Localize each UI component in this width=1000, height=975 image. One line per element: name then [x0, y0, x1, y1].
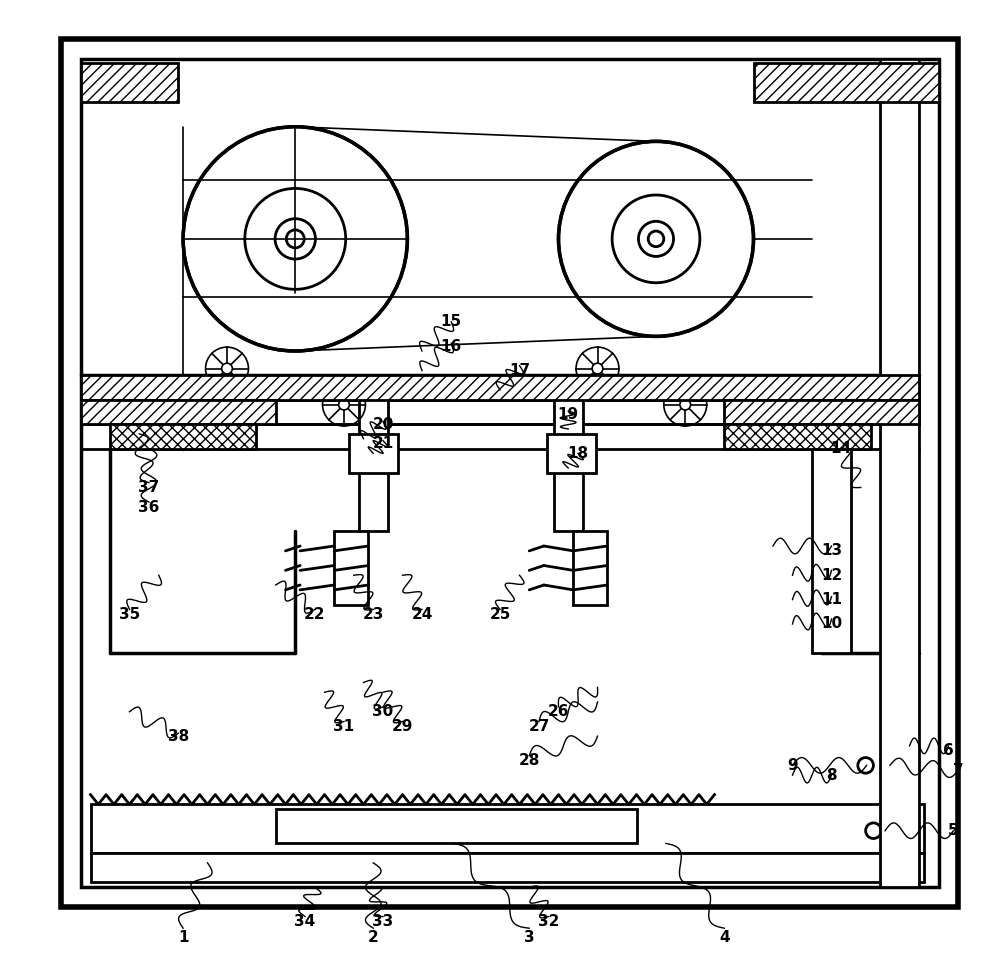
- Text: 19: 19: [558, 407, 579, 422]
- Bar: [547, 434, 596, 473]
- Text: 13: 13: [821, 543, 842, 559]
- Circle shape: [638, 221, 674, 256]
- Bar: [812, 448, 851, 653]
- Circle shape: [245, 188, 346, 290]
- Text: 25: 25: [489, 606, 511, 622]
- Circle shape: [275, 218, 315, 259]
- Text: 37: 37: [138, 480, 160, 495]
- Bar: [91, 804, 924, 853]
- Circle shape: [183, 127, 407, 351]
- Text: 30: 30: [372, 704, 394, 720]
- Wedge shape: [183, 239, 295, 351]
- Bar: [61, 39, 958, 907]
- Text: 20: 20: [372, 416, 394, 432]
- Circle shape: [222, 364, 232, 373]
- Text: 4: 4: [719, 930, 730, 946]
- Text: 26: 26: [548, 704, 569, 720]
- Text: 5: 5: [948, 823, 959, 838]
- Circle shape: [592, 364, 603, 373]
- Circle shape: [612, 195, 700, 283]
- Text: 15: 15: [441, 314, 462, 330]
- Bar: [554, 395, 583, 531]
- Text: 18: 18: [567, 446, 589, 461]
- Circle shape: [858, 758, 873, 773]
- Text: 1: 1: [178, 930, 188, 946]
- Text: 17: 17: [509, 363, 530, 378]
- Text: 12: 12: [821, 567, 842, 583]
- Bar: [334, 531, 368, 604]
- Text: 27: 27: [528, 719, 550, 734]
- Text: 24: 24: [411, 606, 433, 622]
- Text: 32: 32: [538, 914, 559, 929]
- Circle shape: [558, 141, 754, 336]
- Text: 33: 33: [372, 914, 394, 929]
- Text: 31: 31: [333, 719, 355, 734]
- Text: 28: 28: [519, 753, 540, 768]
- Circle shape: [648, 231, 664, 247]
- Text: 22: 22: [304, 606, 326, 622]
- Bar: [81, 58, 939, 887]
- Text: 14: 14: [831, 441, 852, 456]
- Text: 36: 36: [138, 499, 160, 515]
- Text: 2: 2: [368, 930, 379, 946]
- Text: 21: 21: [372, 436, 394, 451]
- Circle shape: [866, 823, 881, 838]
- Bar: [349, 434, 398, 473]
- Wedge shape: [656, 141, 754, 239]
- Text: 10: 10: [821, 616, 842, 632]
- Bar: [81, 400, 919, 424]
- Text: 11: 11: [821, 592, 842, 607]
- Circle shape: [339, 400, 349, 410]
- Bar: [91, 853, 924, 882]
- Bar: [359, 395, 388, 531]
- Wedge shape: [295, 127, 407, 239]
- Bar: [110, 424, 256, 448]
- Text: 29: 29: [392, 719, 413, 734]
- Wedge shape: [295, 239, 407, 351]
- Bar: [573, 531, 607, 604]
- Bar: [276, 809, 637, 843]
- Bar: [724, 424, 870, 448]
- Text: 7: 7: [953, 762, 964, 778]
- Text: 8: 8: [826, 767, 837, 783]
- Text: 38: 38: [168, 728, 189, 744]
- Circle shape: [680, 400, 691, 410]
- Bar: [81, 400, 276, 424]
- Bar: [81, 63, 178, 102]
- Circle shape: [286, 230, 304, 248]
- Wedge shape: [183, 127, 295, 239]
- Bar: [724, 400, 919, 424]
- Bar: [754, 63, 939, 102]
- Text: 9: 9: [787, 758, 798, 773]
- Wedge shape: [558, 239, 656, 336]
- Text: 3: 3: [524, 930, 535, 946]
- Text: 16: 16: [441, 338, 462, 354]
- Bar: [81, 375, 919, 400]
- Wedge shape: [558, 141, 656, 239]
- Bar: [880, 58, 919, 887]
- Text: 23: 23: [363, 606, 384, 622]
- Text: 6: 6: [943, 743, 954, 759]
- Wedge shape: [656, 239, 754, 336]
- Text: 34: 34: [294, 914, 316, 929]
- Text: 35: 35: [119, 606, 140, 622]
